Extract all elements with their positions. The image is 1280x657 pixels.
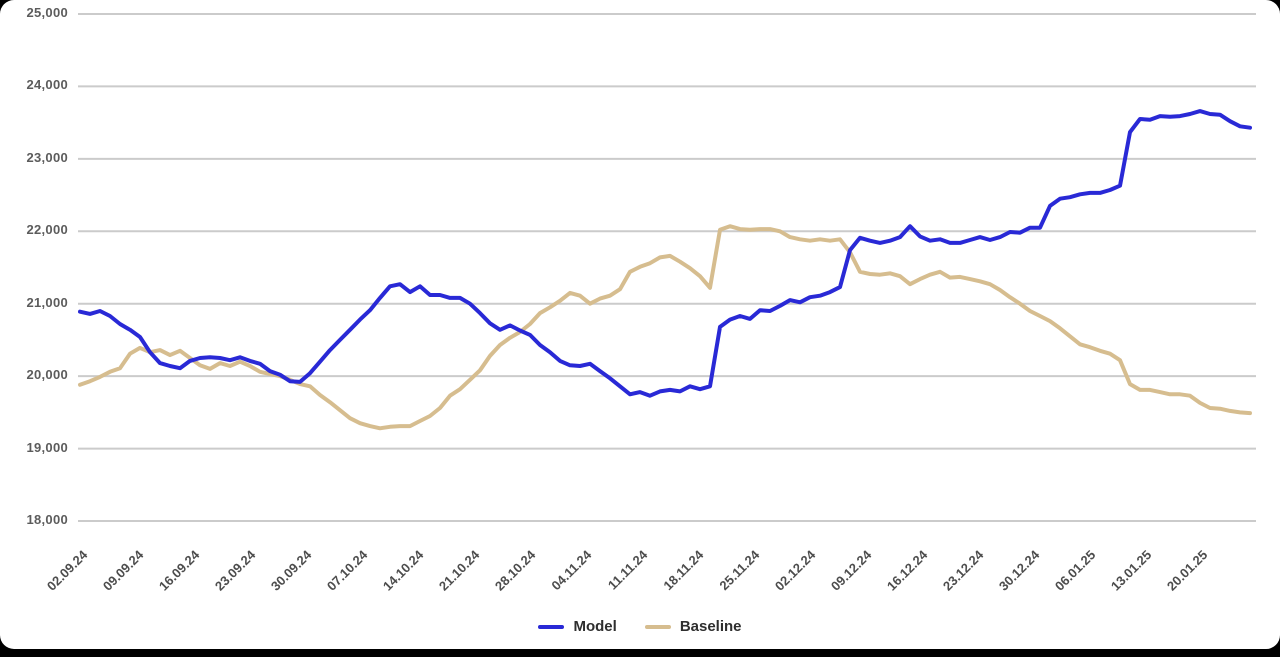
y-axis-label: 25,000	[26, 5, 68, 20]
y-axis-label: 19,000	[26, 439, 68, 455]
y-axis-label: 21,000	[26, 294, 68, 310]
chart-legend: Model Baseline	[0, 618, 1280, 635]
legend-swatch-baseline	[644, 624, 671, 629]
series-line-model	[78, 109, 1252, 398]
legend-label-baseline: Baseline	[679, 618, 742, 635]
legend-swatch-model	[538, 624, 565, 629]
series-line-baseline	[78, 224, 1252, 431]
y-axis-label: 22,000	[26, 222, 68, 238]
legend-item-model[interactable]: Model	[538, 618, 617, 635]
legend-label-model: Model	[573, 618, 617, 635]
y-axis-label: 24,000	[26, 77, 68, 93]
y-axis-label: 18,000	[26, 512, 68, 527]
legend-item-baseline[interactable]: Baseline	[644, 618, 742, 635]
y-axis-label: 23,000	[26, 149, 68, 165]
y-axis-label: 20,000	[26, 367, 68, 383]
